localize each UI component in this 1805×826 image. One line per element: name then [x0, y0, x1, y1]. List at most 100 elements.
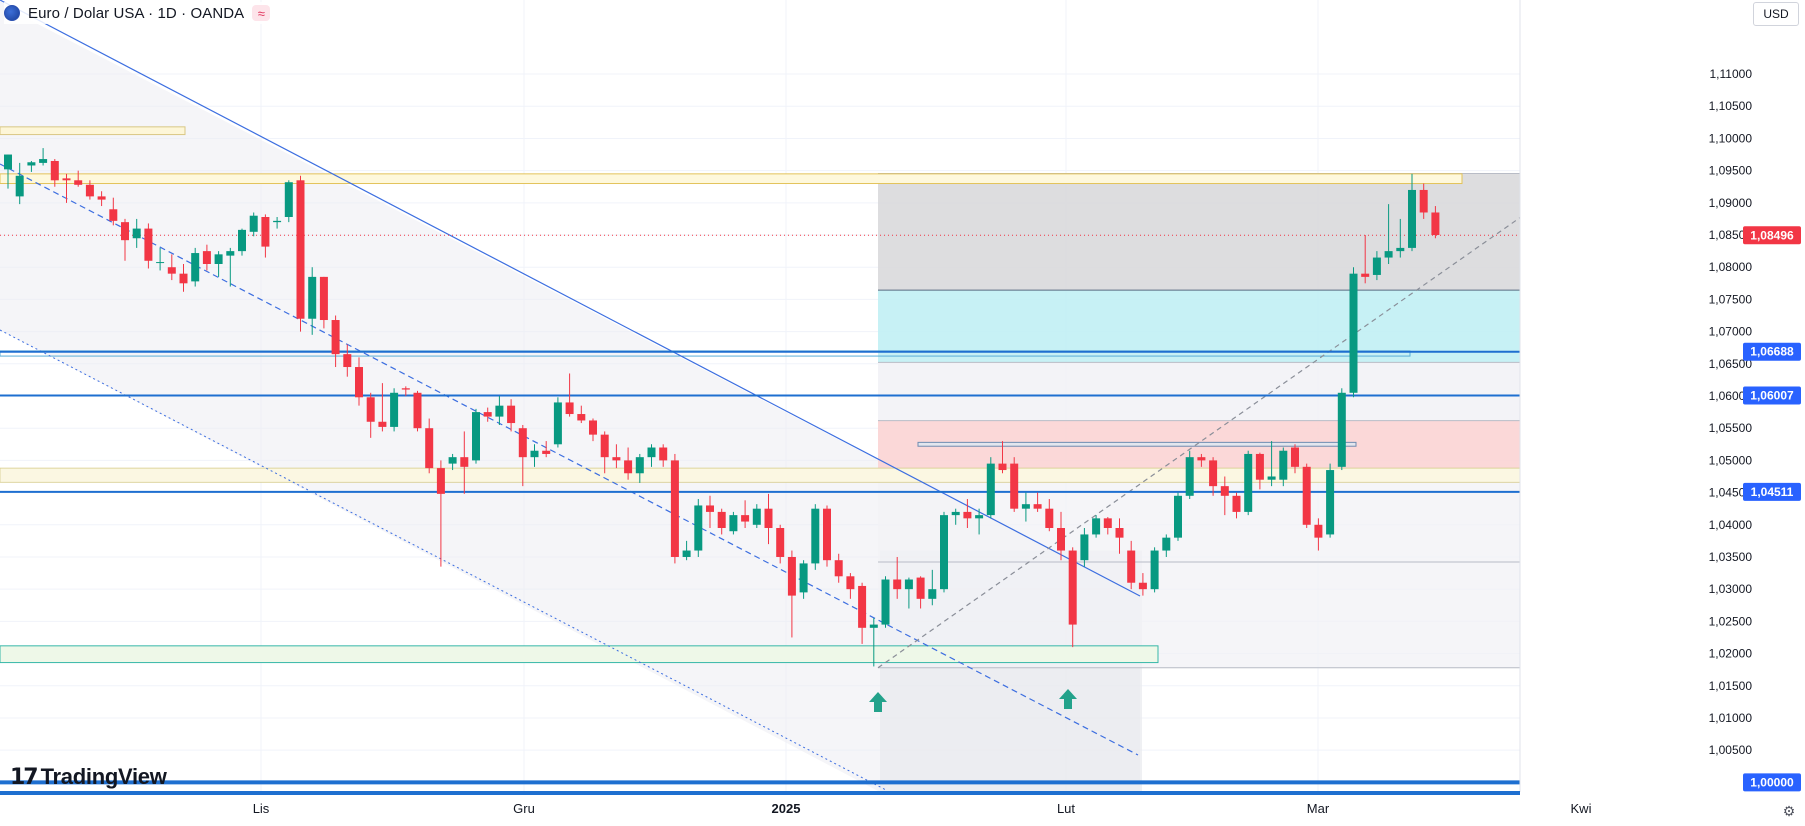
candle-body[interactable]	[413, 392, 422, 429]
candle-body[interactable]	[179, 273, 188, 284]
candle-body[interactable]	[121, 222, 129, 241]
candle-body[interactable]	[202, 251, 211, 264]
candle-body[interactable]	[904, 579, 913, 590]
candle-body[interactable]	[1279, 450, 1288, 480]
candle-body[interactable]	[425, 428, 434, 469]
candle-body[interactable]	[1291, 447, 1299, 467]
candle-body[interactable]	[97, 196, 106, 200]
candle-body[interactable]	[764, 508, 773, 528]
time-axis[interactable]	[0, 792, 1805, 826]
candle-body[interactable]	[238, 229, 246, 252]
candle-body[interactable]	[1349, 273, 1358, 393]
candle-body[interactable]	[647, 447, 656, 458]
candle-body[interactable]	[4, 154, 12, 170]
candle-body[interactable]	[214, 254, 223, 264]
candle-body[interactable]	[1419, 189, 1428, 213]
waves-icon[interactable]: ≈	[252, 5, 271, 21]
candle-body[interactable]	[553, 402, 562, 445]
candle-body[interactable]	[1372, 257, 1381, 275]
candle-body[interactable]	[261, 216, 270, 247]
candle-body[interactable]	[1197, 457, 1206, 461]
candle-body[interactable]	[542, 450, 551, 454]
tradingview-logo[interactable]: 17 TradingView	[10, 764, 167, 790]
candle-body[interactable]	[191, 253, 200, 282]
candle-body[interactable]	[27, 162, 36, 166]
candle-body[interactable]	[1174, 495, 1182, 538]
candle-body[interactable]	[928, 589, 937, 599]
price-axis[interactable]	[1520, 0, 1805, 826]
candle-body[interactable]	[1103, 518, 1112, 528]
candle-body[interactable]	[518, 428, 527, 458]
candle-body[interactable]	[507, 405, 516, 424]
candle-body[interactable]	[577, 414, 586, 421]
candle-body[interactable]	[787, 556, 796, 596]
candle-body[interactable]	[846, 576, 855, 590]
candle-body[interactable]	[565, 402, 574, 415]
candle-body[interactable]	[1255, 453, 1264, 480]
candle-body[interactable]	[916, 577, 925, 599]
candle-body[interactable]	[1220, 486, 1229, 496]
candle-body[interactable]	[1337, 392, 1346, 467]
candle-body[interactable]	[975, 515, 984, 519]
candle-body[interactable]	[226, 251, 235, 256]
candle-body[interactable]	[390, 392, 399, 427]
candle-body[interactable]	[378, 421, 387, 427]
candle-body[interactable]	[998, 463, 1007, 471]
candle-body[interactable]	[530, 450, 539, 458]
candle-body[interactable]	[1185, 457, 1194, 496]
candle-body[interactable]	[1431, 212, 1440, 236]
candle-body[interactable]	[776, 528, 785, 557]
candle-body[interactable]	[15, 175, 24, 197]
candle-body[interactable]	[963, 511, 972, 519]
candle-body[interactable]	[1244, 453, 1253, 512]
candle-body[interactable]	[1361, 273, 1370, 277]
candle-body[interactable]	[1080, 534, 1089, 561]
candle-body[interactable]	[355, 367, 363, 398]
candle-body[interactable]	[1045, 508, 1054, 528]
settings-gear-icon[interactable]: ⚙	[1782, 802, 1796, 819]
candle-body[interactable]	[834, 560, 843, 577]
candle-body[interactable]	[343, 354, 352, 368]
symbol-title[interactable]: Euro / Dolar USA · 1D · OANDA	[28, 4, 245, 22]
candle-body[interactable]	[659, 447, 668, 461]
candle-body[interactable]	[1162, 537, 1171, 551]
candle-body[interactable]	[1068, 550, 1077, 625]
candle-body[interactable]	[1127, 550, 1136, 583]
candle-body[interactable]	[249, 215, 258, 232]
candle-body[interactable]	[717, 511, 726, 528]
candle-body[interactable]	[472, 412, 480, 461]
currency-button[interactable]: USD	[1753, 2, 1799, 26]
candle-body[interactable]	[1302, 466, 1311, 525]
candle-body[interactable]	[308, 276, 317, 319]
candle-body[interactable]	[600, 434, 609, 458]
candle-body[interactable]	[1115, 528, 1124, 538]
candle-body[interactable]	[752, 508, 761, 525]
candle-body[interactable]	[366, 397, 375, 422]
candle-body[interactable]	[1209, 460, 1218, 487]
candle-body[interactable]	[670, 460, 679, 557]
candle-body[interactable]	[940, 515, 948, 590]
candle-body[interactable]	[729, 515, 738, 532]
candle-body[interactable]	[1138, 582, 1147, 590]
candle-body[interactable]	[612, 457, 621, 461]
candle-body[interactable]	[62, 178, 71, 181]
candle-body[interactable]	[109, 209, 118, 221]
candle-body[interactable]	[694, 505, 703, 551]
candle-body[interactable]	[284, 182, 293, 217]
candle-body[interactable]	[436, 468, 445, 494]
candle-body[interactable]	[624, 460, 633, 474]
candle-body[interactable]	[1384, 251, 1393, 258]
candle-body[interactable]	[273, 220, 282, 223]
candle-body[interactable]	[296, 180, 305, 319]
candle-body[interactable]	[1092, 518, 1101, 535]
candle-body[interactable]	[823, 508, 831, 561]
candle-body[interactable]	[1057, 528, 1065, 551]
candle-body[interactable]	[986, 463, 995, 516]
candle-body[interactable]	[1267, 476, 1276, 480]
candle-body[interactable]	[635, 457, 644, 474]
candle-body[interactable]	[1033, 504, 1042, 509]
candle-body[interactable]	[869, 624, 878, 628]
candle-body[interactable]	[483, 412, 492, 417]
candle-body[interactable]	[319, 276, 328, 321]
